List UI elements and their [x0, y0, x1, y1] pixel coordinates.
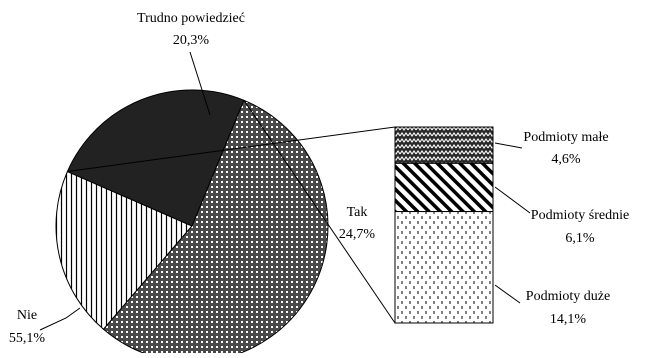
bar-podmioty-srednie-name-label: Podmioty średnie	[531, 208, 629, 223]
bar-segment-podmioty-male	[394, 126, 494, 164]
pie-nie-value-label: 55,1%	[9, 331, 46, 346]
bar-podmioty-male-leader-line	[494, 142, 523, 149]
pie	[55, 89, 329, 358]
bar-podmioty-srednie-value-label: 6,1%	[565, 231, 595, 246]
bar-podmioty-male-name-label: Podmioty małe	[523, 130, 608, 145]
connector-lines	[67, 100, 396, 324]
pie-nie-leader-line	[39, 307, 81, 331]
pie-nie-name-label: Nie	[17, 308, 37, 323]
data-labels: Trudno powiedzieć 20,3% Tak 24,7% Nie 55,1% Po…	[9, 11, 629, 346]
pie-trudno-powiedziec-leader-line	[189, 51, 211, 116]
leader-lines	[39, 51, 531, 331]
connector-bottom	[243, 100, 396, 324]
pie-tak-name-label: Tak	[347, 205, 368, 220]
bar-podmioty-duze-value-label: 14,1%	[550, 312, 587, 327]
connector-top	[67, 126, 396, 173]
bar-segment-podmioty-srednie	[394, 162, 494, 213]
pie-slice-trudno-powiedziec	[55, 170, 193, 330]
pie-slice-nie	[102, 99, 329, 358]
pie-tak-value-label: 24,7%	[339, 227, 376, 242]
bar-podmioty-duze-name-label: Podmioty duże	[526, 289, 610, 304]
pie-trudno-powiedziec-value-label: 20,3%	[173, 33, 210, 48]
pie-slice-tak	[66, 89, 245, 227]
bar-podmioty-duze-leader-line	[494, 284, 521, 304]
stacked-bar	[394, 126, 494, 324]
bar-podmioty-srednie-leader-line	[494, 186, 531, 214]
pie-trudno-powiedziec-name-label: Trudno powiedzieć	[137, 11, 245, 26]
bar-segment-podmioty-duze	[394, 211, 494, 324]
bar-podmioty-male-value-label: 4,6%	[551, 152, 581, 167]
